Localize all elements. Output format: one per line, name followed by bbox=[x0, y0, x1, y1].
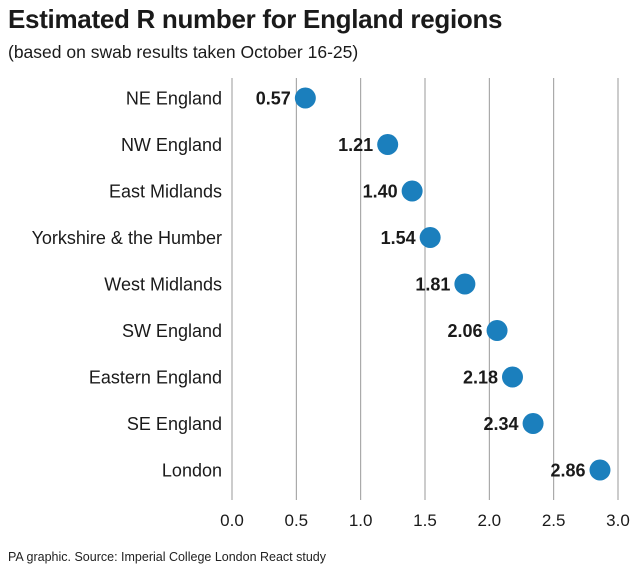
category-label: West Midlands bbox=[104, 275, 222, 295]
data-point bbox=[294, 87, 316, 109]
data-points bbox=[294, 87, 611, 481]
data-point bbox=[419, 227, 441, 248]
value-label: 1.54 bbox=[381, 228, 416, 248]
chart-title: Estimated R number for England regions bbox=[8, 4, 503, 34]
category-labels: NE England NW England East Midlands Yorkshi… bbox=[32, 89, 222, 481]
category-label: Eastern England bbox=[89, 368, 222, 388]
x-tick-label: 2.0 bbox=[478, 511, 502, 530]
x-tick-label: 0.0 bbox=[220, 511, 244, 530]
source-footer: PA graphic. Source: Imperial College Lon… bbox=[8, 550, 327, 564]
x-tick-label: 1.0 bbox=[349, 511, 373, 530]
value-label: 2.86 bbox=[550, 461, 585, 481]
data-point bbox=[589, 459, 611, 481]
data-point bbox=[454, 273, 476, 295]
category-label: London bbox=[162, 461, 222, 481]
value-label: 2.06 bbox=[448, 321, 483, 341]
data-point bbox=[501, 366, 523, 388]
data-point bbox=[377, 134, 399, 155]
value-label: 1.21 bbox=[338, 135, 373, 155]
data-point bbox=[522, 413, 544, 434]
value-label: 0.57 bbox=[256, 89, 291, 109]
data-point bbox=[401, 180, 423, 202]
value-label: 2.18 bbox=[463, 368, 498, 388]
x-axis-ticks: 0.0 0.5 1.0 1.5 2.0 2.5 3.0 bbox=[220, 511, 630, 530]
value-labels: 0.57 1.21 1.40 1.54 1.81 2.06 2.18 2.34 2.86 bbox=[256, 89, 586, 481]
category-label: Yorkshire & the Humber bbox=[32, 228, 222, 248]
grid-lines bbox=[231, 78, 619, 500]
x-tick-label: 0.5 bbox=[285, 511, 309, 530]
chart-subtitle: (based on swab results taken October 16-… bbox=[8, 42, 359, 62]
value-label: 1.40 bbox=[363, 182, 398, 202]
category-label: NE England bbox=[126, 89, 222, 109]
value-label: 1.81 bbox=[415, 275, 450, 295]
data-point bbox=[486, 320, 508, 341]
category-label: SW England bbox=[122, 321, 222, 341]
value-label: 2.34 bbox=[484, 414, 519, 434]
category-label: East Midlands bbox=[109, 182, 222, 202]
category-label: SE England bbox=[127, 414, 222, 434]
x-tick-label: 2.5 bbox=[542, 511, 566, 530]
category-label: NW England bbox=[121, 135, 222, 155]
x-tick-label: 3.0 bbox=[606, 511, 630, 530]
x-tick-label: 1.5 bbox=[413, 511, 437, 530]
